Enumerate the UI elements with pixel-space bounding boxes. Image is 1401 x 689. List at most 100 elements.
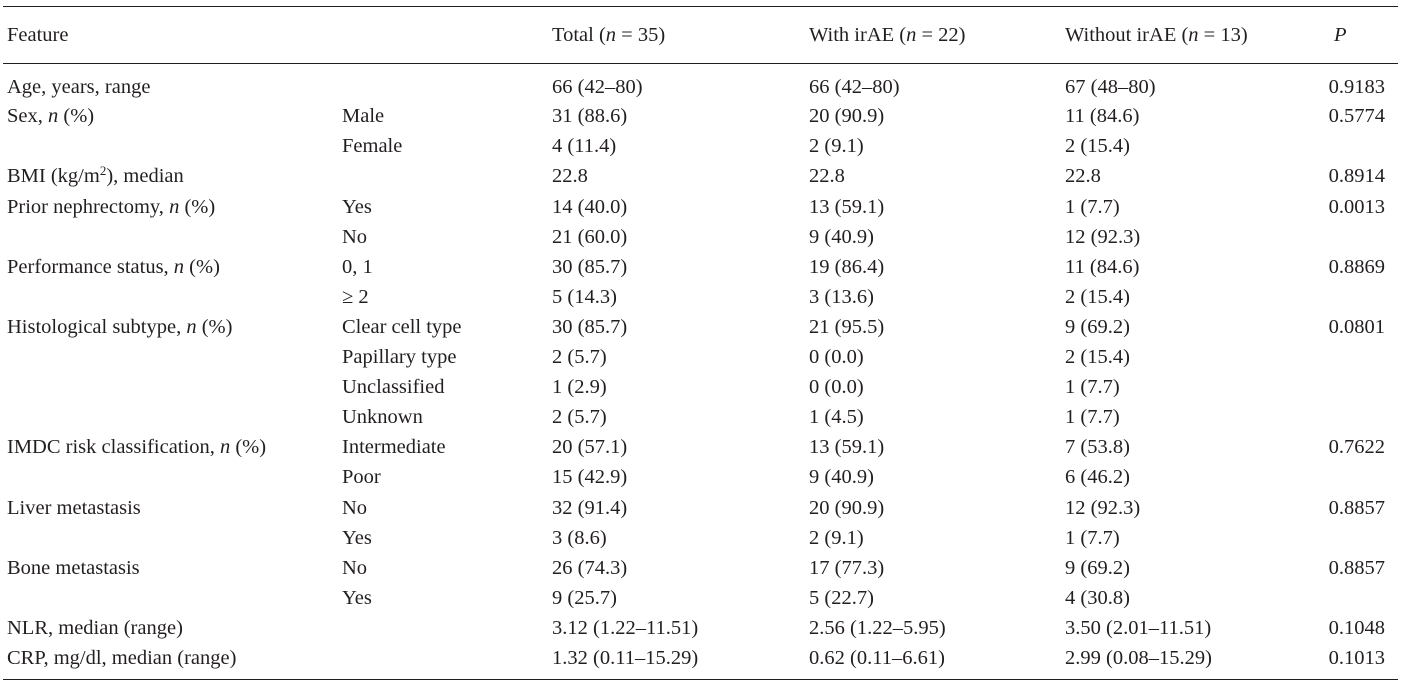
subcategory-cell: Unknown xyxy=(342,406,423,429)
with-irae-cell: 2.56 (1.22–5.95) xyxy=(809,616,946,639)
feature-var: n xyxy=(186,315,197,338)
p-value-cell xyxy=(1318,372,1398,402)
subcategory-cell: Yes xyxy=(342,195,372,218)
table-row: Liver metastasis No 32 (91.4) 20 (90.9) 12 (… xyxy=(3,493,1398,523)
feature-cell: Histological subtype, n (%) xyxy=(3,312,338,342)
header-total: Total (n = 35) xyxy=(548,6,805,64)
without-irae-cell: 7 (53.8) xyxy=(1065,436,1130,459)
subcategory-cell: Yes xyxy=(342,586,372,609)
with-irae-cell: 13 (59.1) xyxy=(809,195,885,218)
with-irae-cell: 0.62 (0.11–6.61) xyxy=(805,643,1061,680)
with-irae-cell: 9 (40.9) xyxy=(809,466,874,489)
feature-cell: Sex, n (%) xyxy=(3,102,338,132)
with-irae-cell: 2 (9.1) xyxy=(809,526,864,549)
without-irae-cell: 6 (46.2) xyxy=(1065,466,1130,489)
feature-pre: Liver metastasis xyxy=(7,496,141,519)
p-value-cell: 0.8914 xyxy=(1328,165,1385,188)
feature-post: (%) xyxy=(230,436,267,459)
with-irae-cell: 20 (90.9) xyxy=(809,105,885,128)
table-header: Feature Total (n = 35) With irAE (n = 22… xyxy=(3,6,1398,64)
p-value-cell xyxy=(1318,132,1398,162)
header-total-post: = 35) xyxy=(616,23,666,46)
p-value-cell: 0.0013 xyxy=(1328,195,1385,218)
feature-var: n xyxy=(169,195,180,218)
p-value-cell: 0.8857 xyxy=(1328,496,1385,519)
feature-cell xyxy=(3,132,338,162)
without-irae-cell: 11 (84.6) xyxy=(1065,255,1140,278)
feature-cell xyxy=(3,342,338,372)
table-row: IMDC risk classification, n (%) Intermedi… xyxy=(3,433,1398,463)
table-row: Sex, n (%) Male 31 (88.6) 20 (90.9) 11 (84.6… xyxy=(3,102,1398,132)
header-without-irae: Without irAE (n = 13) xyxy=(1061,6,1318,64)
without-irae-cell: 1 (7.7) xyxy=(1065,406,1120,429)
p-value-cell xyxy=(1318,222,1398,252)
subcategory-cell xyxy=(338,162,548,192)
table-row: Unclassified 1 (2.9) 0 (0.0) 1 (7.7) xyxy=(3,372,1398,402)
total-cell: 14 (40.0) xyxy=(552,195,628,218)
table-row: CRP, mg/dl, median (range) 1.32 (0.11–15.… xyxy=(3,643,1398,680)
total-cell: 1 (2.9) xyxy=(552,376,607,399)
header-without-post: = 13) xyxy=(1198,23,1248,46)
feature-pre: Age, years, range xyxy=(7,75,151,98)
feature-pre: NLR, median (range) xyxy=(7,616,183,639)
with-irae-cell: 3 (13.6) xyxy=(809,285,874,308)
table-row: Papillary type 2 (5.7) 0 (0.0) 2 (15.4) xyxy=(3,342,1398,372)
p-value-cell xyxy=(1318,583,1398,613)
subcategory-cell: No xyxy=(342,496,368,519)
feature-cell: BMI (kg/m2), median xyxy=(3,162,338,192)
feature-var: n xyxy=(173,255,185,278)
feature-cell: Prior nephrectomy, n (%) xyxy=(3,192,338,222)
baseline-characteristics-table-container: Feature Total (n = 35) With irAE (n = 22… xyxy=(3,6,1398,680)
table-row: Yes 9 (25.7) 5 (22.7) 4 (30.8) xyxy=(3,583,1398,613)
total-cell: 30 (85.7) xyxy=(552,315,628,338)
total-cell: 32 (91.4) xyxy=(552,496,628,519)
without-irae-cell: 12 (92.3) xyxy=(1065,225,1141,248)
p-value-cell: 0.0801 xyxy=(1328,315,1385,338)
with-irae-cell: 17 (77.3) xyxy=(809,556,885,579)
table-row: Poor 15 (42.9) 9 (40.9) 6 (46.2) xyxy=(3,463,1398,493)
total-cell: 3 (8.6) xyxy=(552,526,607,549)
subcategory-cell: Male xyxy=(342,105,385,128)
without-irae-cell: 67 (48–80) xyxy=(1065,75,1156,98)
table-row: NLR, median (range) 3.12 (1.22–11.51) 2.56… xyxy=(3,613,1398,643)
feature-cell: Performance status, n (%) xyxy=(3,252,338,282)
total-cell: 21 (60.0) xyxy=(552,225,628,248)
subcategory-cell: Female xyxy=(342,135,403,158)
without-irae-cell: 4 (30.8) xyxy=(1065,586,1130,609)
header-total-pre: Total ( xyxy=(552,23,606,46)
feature-cell xyxy=(3,282,338,312)
without-irae-cell: 2 (15.4) xyxy=(1065,135,1130,158)
subcategory-cell: Poor xyxy=(342,466,381,489)
without-irae-cell: 2 (15.4) xyxy=(1065,346,1130,369)
subcategory-cell xyxy=(338,613,548,643)
feature-var: n xyxy=(48,105,59,128)
p-value-cell: 0.9183 xyxy=(1328,75,1385,98)
table-row: Female 4 (11.4) 2 (9.1) 2 (15.4) xyxy=(3,132,1398,162)
subcategory-cell: No xyxy=(342,556,368,579)
total-cell: 2 (5.7) xyxy=(552,406,607,429)
with-irae-cell: 0 (0.0) xyxy=(809,346,864,369)
feature-post: (%) xyxy=(179,195,216,218)
feature-cell: NLR, median (range) xyxy=(3,613,338,643)
total-cell: 3.12 (1.22–11.51) xyxy=(552,616,699,639)
without-irae-cell: 12 (92.3) xyxy=(1065,496,1141,519)
feature-cell xyxy=(3,372,338,402)
feature-post: (%) xyxy=(184,255,220,278)
p-value-cell xyxy=(1318,463,1398,493)
feature-cell: Liver metastasis xyxy=(3,493,338,523)
without-irae-cell: 22.8 xyxy=(1065,165,1101,188)
subcategory-cell xyxy=(338,643,548,680)
subcategory-cell xyxy=(338,64,548,102)
feature-cell: CRP, mg/dl, median (range) xyxy=(3,643,338,680)
with-irae-cell: 19 (86.4) xyxy=(809,255,885,278)
subcategory-cell: ≥ 2 xyxy=(342,285,369,308)
subcategory-cell: Intermediate xyxy=(342,436,446,459)
total-cell: 4 (11.4) xyxy=(552,135,617,158)
total-cell: 1.32 (0.11–15.29) xyxy=(548,643,805,680)
with-irae-cell: 5 (22.7) xyxy=(809,586,874,609)
feature-post: ), median xyxy=(106,165,184,188)
header-with-var: n xyxy=(906,23,917,46)
feature-post: (%) xyxy=(196,315,233,338)
with-irae-cell: 20 (90.9) xyxy=(809,496,885,519)
table-row: Unknown 2 (5.7) 1 (4.5) 1 (7.7) xyxy=(3,402,1398,432)
